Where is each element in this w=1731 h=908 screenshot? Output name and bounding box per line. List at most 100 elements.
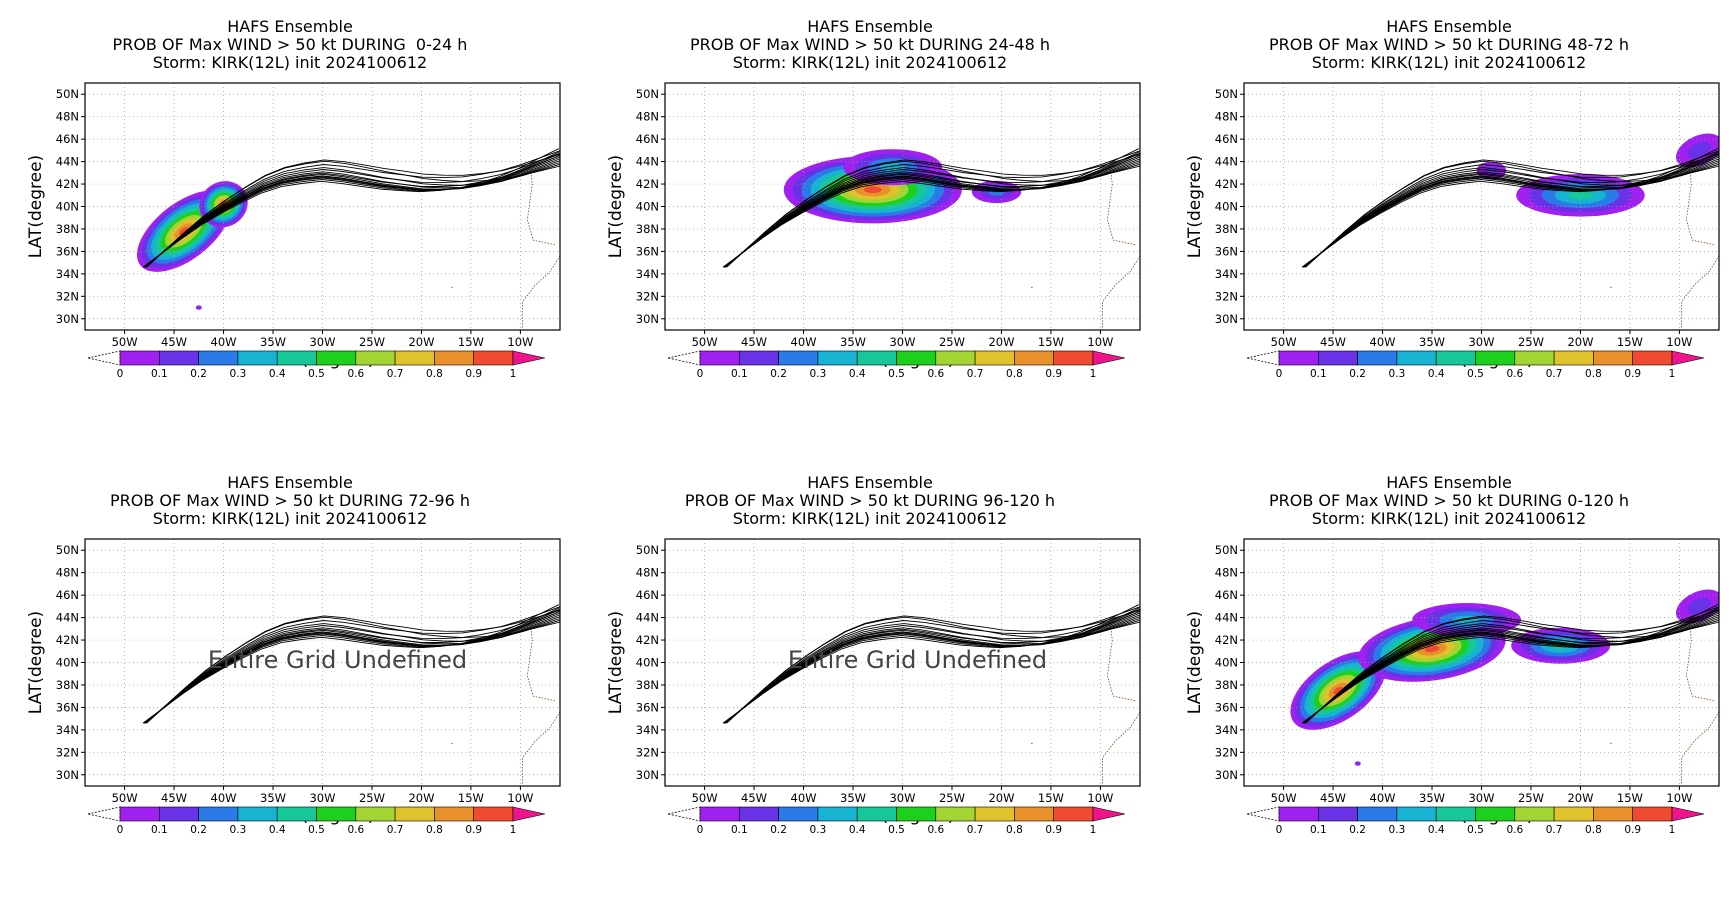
x-tick-label: 30W [1468,335,1494,349]
x-tick-label: 30W [1468,791,1494,805]
colorbar-segment [1593,806,1633,822]
colorbar-segment [1514,350,1555,366]
x-tick-label: 45W [1320,335,1346,349]
colorbar-segment [1053,350,1094,366]
colorbar-label: 0.7 [967,824,984,836]
prob-contour-0-9 [179,227,189,236]
colorbar-segment [778,806,819,822]
x-tick-label: 25W [359,335,385,349]
panel-1: HAFS Ensemble PROB OF Max WIND > 50 kt DU… [5,4,575,444]
y-tick-label: 38N [636,222,659,236]
colorbar-label: 0.1 [1310,368,1327,380]
colorbar-segment [699,806,740,822]
track-group [142,604,560,724]
colorbar-label: 0.4 [1428,824,1445,836]
colorbar-label: 0.6 [1506,824,1523,836]
colorbar-segment [1514,806,1555,822]
x-tick-label: 35W [260,791,286,805]
x-tick-label: 15W [1617,335,1643,349]
y-tick-label: 40N [1215,656,1238,670]
colorbar-label: 0.4 [849,368,866,380]
ensemble-track [1302,153,1719,268]
colorbar-segment [1632,350,1673,366]
colorbar-label: 0.8 [426,824,443,836]
gridlines [1244,83,1719,330]
ensemble-track [1305,160,1719,268]
y-tick-label: 42N [636,177,659,191]
colorbar-segment [1632,806,1673,822]
colorbar-label: 0.7 [1546,368,1563,380]
colorbar-label: 0 [697,824,704,836]
colorbar-label: 0.3 [230,368,247,380]
title-line-1: HAFS Ensemble [1386,473,1512,492]
colorbar-label: 0.2 [190,824,207,836]
chart-svg: 30N 32N 34N 36N 38N 40N 42N 44N 46N 48N 50N 50W 45W 4… [606,82,1141,380]
colorbar-label: 0.7 [387,824,404,836]
y-tick-label: 30N [636,768,659,782]
colorbar-segment [935,350,976,366]
colorbar-segment [276,350,317,366]
y-tick-label: 36N [636,700,659,714]
y-tick-label: 36N [56,244,79,258]
colorbar-segment [394,806,435,822]
colorbar-segment [119,806,160,822]
colorbar-under-triangle [87,350,121,366]
y-tick-label: 36N [1215,700,1238,714]
colorbar-label: 0.9 [465,368,482,380]
x-tick-label: 25W [1518,335,1544,349]
x-tick-label: 50W [692,791,718,805]
colorbar-label: 0.3 [810,368,827,380]
colorbar-segment [1593,350,1633,366]
colorbar-label: 0.6 [927,824,944,836]
plot-frame [84,82,561,331]
coastline-east [1610,622,1719,784]
title-line-1: HAFS Ensemble [1386,17,1512,36]
colorbar-segment [434,350,474,366]
panel-title: HAFS Ensemble PROB OF Max WIND > 50 kt DU… [1204,474,1694,528]
y-tick-label: 40N [1215,200,1238,214]
colorbar-segment [1553,350,1594,366]
colorbar-segment [1435,350,1476,366]
y-tick-label: 48N [56,566,79,580]
ensemble-track [1302,154,1719,268]
colorbar-segment [316,806,357,822]
colorbar-segment [1396,806,1437,822]
ensemble-track [1305,616,1719,724]
x-tick-label: 40W [1370,791,1396,805]
colorbar-label: 0.9 [465,824,482,836]
ensemble-track [724,161,1140,268]
colorbar-segment [159,806,199,822]
x-tick-label: 15W [1617,791,1643,805]
colorbar-label: 0.5 [308,824,325,836]
x-tick-label: 50W [1271,335,1297,349]
x-tick-label: 25W [1518,791,1544,805]
panel-5: HAFS Ensemble PROB OF Max WIND > 50 kt DU… [585,460,1155,900]
x-tick-label: 10W [507,335,533,349]
y-tick-label: 40N [636,200,659,214]
colorbar-segment [119,350,160,366]
colorbar-segment [276,806,317,822]
title-line-3: Storm: KIRK(12L) init 2024100612 [1311,53,1587,72]
colorbar-segment [1357,350,1398,366]
coastline-east [1031,166,1140,328]
x-tick-label: 35W [1419,791,1445,805]
colorbar-segment [1396,350,1437,366]
ensemble-track [144,608,560,724]
y-tick-label: 40N [636,656,659,670]
colorbar-label: 0.2 [770,368,787,380]
colorbar-label: 0 [117,824,124,836]
chart-svg: 30N 32N 34N 36N 38N 40N 42N 44N 46N 48N 50N 50W 45W 4… [1185,538,1720,836]
x-tick-label: 15W [1038,791,1064,805]
y-tick-label: 40N [56,656,79,670]
colorbar-label: 0 [1276,368,1283,380]
x-tick-label: 40W [791,791,817,805]
title-line-2: PROB OF Max WIND > 50 kt DURING 72-96 h [110,491,470,510]
x-tick-label: 20W [988,791,1014,805]
plot-area [665,83,1140,330]
colorbar-label: 0.2 [190,368,207,380]
colorbar-segment [434,806,474,822]
plot-area [665,539,1140,786]
plot-area [85,83,560,330]
x-tick-label: 30W [889,335,915,349]
coastline-east [451,166,560,328]
